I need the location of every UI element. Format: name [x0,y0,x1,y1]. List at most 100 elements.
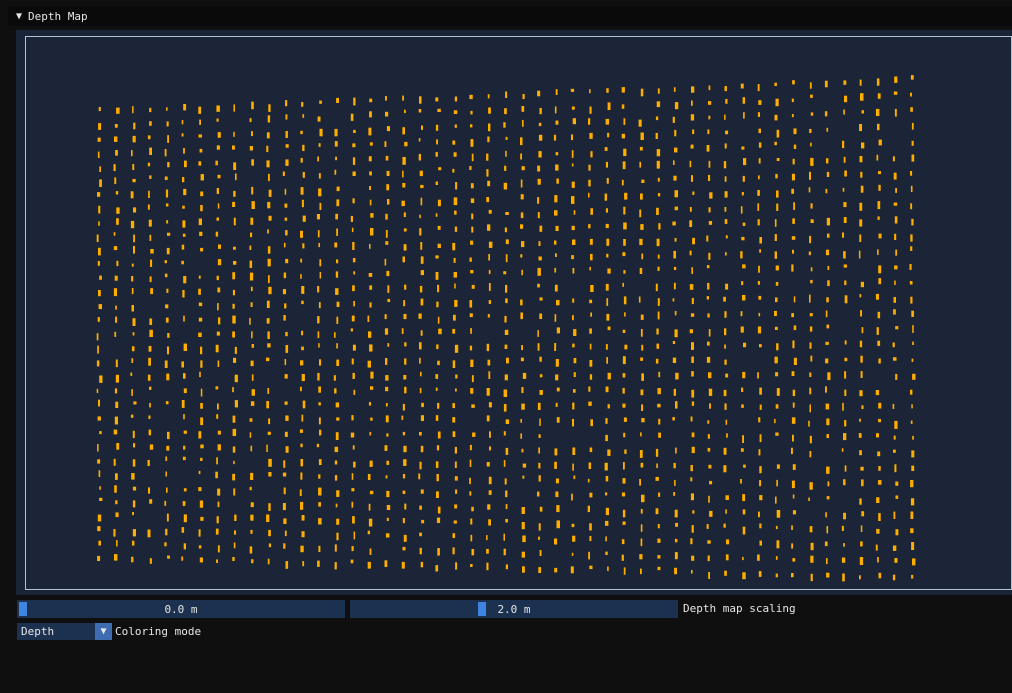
depth-point [99,497,103,501]
depth-point [368,402,372,406]
depth-point [539,297,543,301]
depth-point [132,106,134,114]
depth-point [419,387,422,394]
depth-point [876,327,879,335]
depth-point [572,463,574,471]
depth-point [300,230,303,238]
depth-point [639,267,643,274]
depth-point [537,90,541,97]
depth-point [233,460,235,465]
depth-point [267,115,271,123]
depth-point [469,300,473,308]
depth-point [455,489,458,494]
depth-point [486,562,489,571]
depth-point [640,193,643,200]
depth-point [114,554,118,561]
depth-point [775,404,779,409]
depth-point [590,151,593,158]
depth-point [251,131,253,137]
dropdown-triangle-icon[interactable]: ▼ [95,623,112,640]
depth-point [368,156,372,162]
collapse-triangle-icon[interactable]: ▼ [15,10,23,22]
depth-point [673,282,676,290]
depth-point [621,539,625,545]
depth-point [589,132,593,139]
depth-point [538,536,540,540]
depth-point [590,312,592,317]
depth-point [894,108,897,117]
depth-point [351,473,354,480]
depth-point [859,390,863,397]
depth-point [369,285,373,290]
depth-point [181,244,185,250]
depth-point [875,293,879,300]
depth-point [454,124,457,128]
depth-point [437,284,440,293]
depth-point [470,359,474,367]
depth-point [672,221,676,226]
depth-point [419,357,421,364]
depth-point [554,267,557,273]
depth-point [725,554,729,561]
depth-point [99,486,101,490]
depth-point [114,331,117,337]
depth-point [165,317,169,323]
depth-point [859,234,862,242]
depth-point [639,146,643,151]
depth-point [282,289,286,295]
depth-point [860,525,863,532]
depth-point [910,203,913,210]
depth-point [725,509,727,514]
depth-point [555,89,558,95]
depth-point [300,472,303,480]
depth-point [538,434,541,438]
depth-point [116,107,120,114]
depth-point [860,93,864,101]
depth-point [810,279,813,284]
depth-point [638,119,642,127]
depth-min-slider-grab[interactable] [19,602,27,616]
depth-point [571,255,574,260]
depth-max-slider-grab[interactable] [478,602,487,616]
depth-point [742,435,744,443]
depth-point [505,298,508,304]
depth-point [148,357,151,366]
depth-point [216,118,219,122]
depth-point [234,530,236,535]
depth-point [859,79,862,86]
depth-point [200,516,204,521]
depth-point [826,297,829,303]
depth-point [198,161,202,166]
depth-point [503,271,507,275]
depth-point [859,498,862,505]
depth-point [692,510,695,514]
depth-point [419,342,422,350]
depth-point [165,528,168,536]
depth-point [571,163,574,167]
depth-point [317,116,321,122]
depth-point [623,417,627,422]
depth-max-slider[interactable]: 2.0 m [350,600,678,618]
depth-point [385,213,388,220]
depth-point [725,495,729,500]
depth-map-view[interactable] [25,36,1012,590]
depth-point [436,139,438,145]
depth-point [810,542,814,551]
depth-point [367,561,371,569]
depth-point [284,374,288,379]
depth-point [437,360,440,366]
depth-point [217,132,221,138]
coloring-mode-combo[interactable]: Depth ▼ [17,623,112,640]
depth-min-slider[interactable]: 0.0 m [17,600,345,618]
depth-point [658,432,661,438]
depth-point [521,269,523,276]
depth-point [488,123,491,132]
depth-point [147,529,151,538]
depth-point [199,371,201,378]
depth-point [826,158,829,164]
window-titlebar[interactable]: ▼ Depth Map [8,6,1012,26]
depth-point [334,446,339,453]
depth-point [521,551,525,558]
depth-point [368,273,373,277]
depth-point [809,171,811,180]
